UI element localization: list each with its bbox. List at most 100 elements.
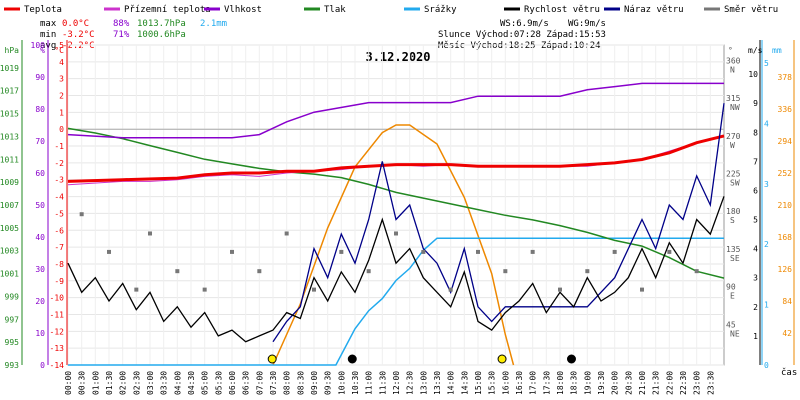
x-tick-label: 12:00 [392,371,401,395]
x-tick-label: 00:00 [64,371,73,395]
tick-label-ms: 7 [753,157,758,166]
tick-label-temp: -10 [50,294,65,303]
tick-label-pct: 50 [35,201,45,210]
series-line [67,127,725,279]
stat-sun: Slunce Východ:07:28 Západ:15:53 [438,30,606,40]
x-tick-label: 23:30 [706,371,715,395]
legend-label: Náraz větru [624,5,684,15]
tick-label-dir-name: S [730,216,735,225]
tick-label-ms: 1 [753,332,758,341]
series-line [68,237,724,366]
x-tick-label: 00:30 [78,371,87,395]
wind-direction-point [640,287,644,292]
tick-label-ms: 6 [753,186,758,195]
x-tick-label: 11:30 [378,371,387,395]
tick-label-ms: 5 [753,216,758,225]
tick-label-temp: 3 [59,75,64,84]
wind-direction-point [366,269,371,274]
x-tick-label: 11:00 [365,371,374,395]
tick-label-hpa: 1013 [0,132,19,141]
tick-label-hpa: 997 [5,315,20,324]
stat-min-temp: -3.2°C [62,30,95,40]
wind-direction-point [107,249,111,254]
tick-label-hpa: 1003 [0,247,19,256]
wind-direction-point [612,249,617,254]
legend: Teplota Přízemní teplota Vlhkost Tlak Srážky… [4,5,778,15]
tick-label-temp: 1 [59,108,64,117]
tick-label-pct: 30 [35,265,45,274]
x-tick-label: 03:00 [146,371,155,395]
tick-label-hpa: 1005 [0,224,19,233]
axis-unit-hpa: hPa [5,46,20,55]
tick-label-temp: 5 [59,41,64,50]
x-tick-label: 15:00 [474,371,483,395]
wind-direction-point [694,269,699,274]
stat-min-hum: 71% [113,30,130,40]
tick-label-hpa: 1009 [0,178,19,187]
wind-direction-point [585,269,590,274]
wind-direction-point [476,249,480,254]
tick-label-ms: 10 [748,70,758,79]
tick-label-dir: 270 [726,132,741,141]
x-tick-label: 18:30 [570,371,579,395]
x-tick-label: 20:00 [611,371,620,395]
tick-label-dir-name: SW [730,179,740,188]
x-tick-label: 04:00 [173,371,182,395]
tick-label-ms: 2 [753,303,758,312]
moonrise-marker [566,354,576,364]
wind-direction-point [448,287,453,292]
stat-max-hum: 88% [113,19,130,29]
tick-label-dir-name: W [730,141,735,150]
x-tick-label: 18:00 [556,371,565,395]
tick-label-hpa: 999 [5,292,20,301]
tick-label-temp: 4 [59,58,64,67]
tick-label-temp: -12 [50,327,65,336]
x-tick-label: 16:00 [501,371,510,395]
series-line [272,124,515,366]
axes: 1019101710151013101110091007100510031001… [0,40,795,395]
x-tick-label: 22:00 [665,371,674,395]
tick-label-mm: 4 [764,119,769,128]
x-tick-label: 23:00 [693,371,702,395]
tick-label-pct: 90 [35,73,45,82]
moonset-marker [347,354,357,364]
x-tick-label: 19:00 [583,371,592,395]
x-tick-label: 02:00 [119,371,128,395]
tick-label-ms: 3 [753,274,758,283]
wind-direction-point [394,231,398,236]
legend-label: Vlhkost [224,5,262,15]
tick-label-hpa: 995 [5,338,20,347]
stat-max-label: max [40,19,57,29]
wind-direction-point [558,287,562,292]
tick-label-pct: 10 [35,329,45,338]
tick-label-solar: 84 [782,297,792,306]
tick-label-mm: 0 [764,361,769,370]
axis-unit-ms: m/s [748,46,763,55]
tick-label-pct: 70 [35,137,45,146]
tick-label-hpa: 1017 [0,87,19,96]
tick-label-pct: 100 [31,41,46,50]
x-tick-label: 13:30 [433,371,442,395]
tick-label-solar: 168 [778,233,793,242]
tick-label-dir: 90 [726,283,736,292]
stat-wind-speed: WS:6.9m/s [500,19,549,29]
x-tick-label: 14:30 [460,371,469,395]
x-tick-label: 15:30 [488,371,497,395]
tick-label-dir: 180 [726,207,741,216]
tick-label-dir: 45 [726,320,736,329]
x-tick-label: 05:00 [201,371,210,395]
tick-label-dir: 225 [726,170,741,179]
x-tick-label: 16:30 [515,371,524,395]
axis-unit-mm: mm [772,46,782,55]
legend-label: Teplota [24,5,62,15]
wind-direction-point [667,249,672,254]
stat-min-press: 1000.6hPa [137,30,186,40]
x-axis-label: čas [781,367,797,378]
sunset-marker [497,354,507,364]
wind-direction-point [312,287,316,292]
tick-label-dir: 135 [726,245,741,254]
tick-label-solar: 336 [778,105,793,114]
tick-label-dir-name: N [730,65,735,74]
tick-label-temp: 0 [59,125,64,134]
